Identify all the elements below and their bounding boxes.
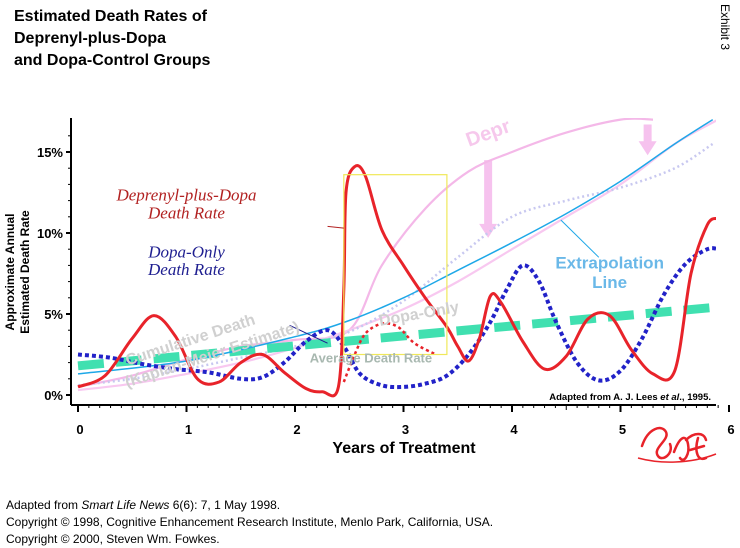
x-tick-label-5: 5 [619, 422, 626, 437]
footer-line-1: Adapted from Smart Life News 6(6): 7, 1 … [6, 497, 493, 514]
source-note: Adapted from A. J. Lees et al., 1995. [549, 392, 711, 403]
title-line-3: and Dopa-Control Groups [14, 52, 211, 69]
x-tick-label-2: 2 [293, 422, 300, 437]
y-tick-label-10: 10% [37, 226, 63, 241]
title-line-1: Estimated Death Rates of [14, 8, 207, 25]
annotation-3: Dopa-Only [147, 242, 225, 261]
annotation-6: Line [592, 273, 627, 292]
series-average-death-rate [77, 303, 714, 371]
y-axis-label-line-2: Estimated Death Rate [18, 210, 32, 334]
annotation-2: Death Rate [147, 203, 225, 222]
source-note-italic: et al [660, 392, 679, 403]
x-tick-label-1: 1 [185, 422, 192, 437]
series-deprenyl-dotted-hump [342, 322, 437, 383]
series-dopa-only-cumulative-faded [77, 119, 716, 392]
highlight-box [343, 174, 448, 356]
source-note-suffix: ., 1995. [679, 392, 711, 403]
series-dopa-only-death-rate [77, 246, 716, 390]
dopa-leader-line [289, 324, 328, 344]
deprenyl-leader-line [327, 225, 344, 229]
y-axis-label-line-1: Approximate Annual [3, 214, 17, 331]
footer-line-2: Copyright © 1998, Cognitive Enhancement … [6, 515, 494, 529]
series-extrapolation-line [77, 118, 714, 375]
annotation-7: Average Death Rate [310, 351, 432, 366]
y-axis-label: Approximate Annual Estimated Death Rate [3, 210, 32, 334]
x-axis-label: Years of Treatment [332, 440, 476, 457]
x-tick-label-0: 0 [76, 422, 83, 437]
signature-logo [637, 426, 717, 463]
y-tick-label-15: 15% [37, 145, 63, 160]
footer: Adapted from Smart Life News 6(6): 7, 1 … [6, 497, 493, 548]
x-tick-label-3: 3 [402, 422, 409, 437]
footer-suffix: 6(6): 7, 1 May 1998. [169, 498, 281, 512]
footer-line-3: Copyright © 2000, Steven Wm. Fowkes. [6, 532, 220, 546]
y-tick-label-0: 0% [44, 388, 63, 403]
annotation-4: Death Rate [147, 260, 225, 279]
x-tick-label-6: 6 [727, 422, 734, 437]
footer-prefix: Adapted from [6, 498, 82, 512]
x-tick-label-4: 4 [510, 422, 518, 437]
annotation-1: Deprenyl-plus-Dopa [115, 186, 256, 205]
footer-publication: Smart Life News [81, 498, 170, 512]
source-note-prefix: Adapted from A. J. Lees [549, 392, 660, 403]
faded-arrow-1 [479, 160, 498, 238]
annotation-11: Depr [463, 115, 514, 151]
annotation-5: Extrapolation [555, 254, 664, 273]
y-tick-label-5: 5% [44, 307, 63, 322]
title-line-2: Deprenyl-plus-Dopa [14, 30, 167, 47]
extrapolation-leader-line [560, 219, 600, 258]
series-deprenyl-plus-dopa-death-rate [77, 164, 716, 398]
chart-title: Estimated Death Rates of Deprenyl-plus-D… [14, 6, 210, 72]
faded-arrow-2 [638, 124, 657, 156]
